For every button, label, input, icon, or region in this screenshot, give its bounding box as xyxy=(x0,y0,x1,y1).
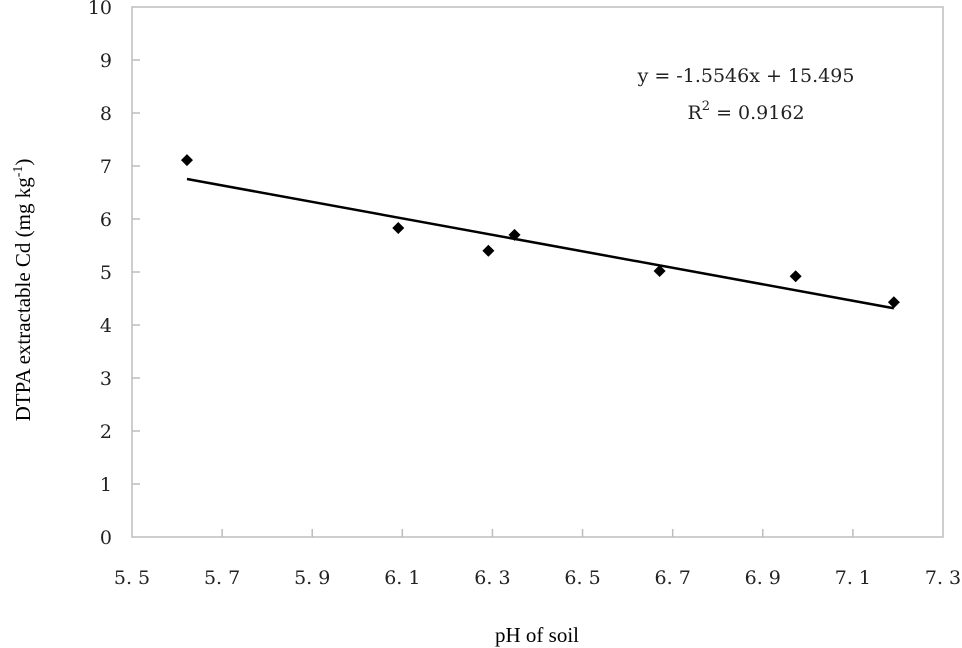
data-point xyxy=(789,270,802,283)
trendline xyxy=(186,177,895,310)
x-tick-label: 6. 7 xyxy=(655,567,691,589)
x-tick-label: 7. 3 xyxy=(925,567,961,589)
x-tick-label: 6. 9 xyxy=(745,567,781,589)
x-tick-label: 5. 9 xyxy=(294,567,330,589)
x-tick-label: 7. 1 xyxy=(835,567,871,589)
y-tick-label: 2 xyxy=(100,421,112,443)
y-tick-label: 4 xyxy=(100,315,112,337)
y-tick-label: 9 xyxy=(100,50,112,72)
data-point xyxy=(392,222,405,235)
data-point xyxy=(508,228,521,241)
x-tick-label: 5. 5 xyxy=(114,567,150,589)
x-tick-label: 6. 1 xyxy=(384,567,420,589)
y-tick-label: 5 xyxy=(100,262,112,284)
data-point xyxy=(482,244,495,257)
y-axis-label: DTPA extractable Cd (mg kg-1) xyxy=(11,159,35,422)
trendline-equation: y = -1.5546x + 15.495 xyxy=(637,65,855,87)
y-tick-label: 7 xyxy=(100,156,112,178)
x-tick-label: 6. 5 xyxy=(564,567,600,589)
y-tick-label: 6 xyxy=(100,209,112,231)
y-tick-label: 3 xyxy=(100,368,112,390)
y-tick-label: 10 xyxy=(88,0,112,19)
data-point xyxy=(887,296,900,309)
data-point xyxy=(653,264,666,277)
y-tick-label: 1 xyxy=(100,474,112,496)
data-point xyxy=(180,154,193,167)
x-axis-label: pH of soil xyxy=(495,623,579,647)
x-tick-label: 6. 3 xyxy=(474,567,510,589)
y-tick-label: 0 xyxy=(100,527,112,549)
plot-area xyxy=(131,6,944,538)
x-tick-label: 5. 7 xyxy=(204,567,240,589)
r-squared-label: R2 = 0.9162 xyxy=(687,99,804,124)
y-tick-label: 8 xyxy=(100,103,112,125)
